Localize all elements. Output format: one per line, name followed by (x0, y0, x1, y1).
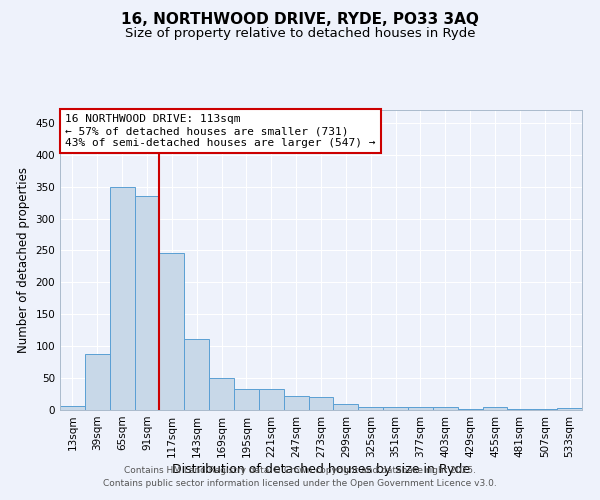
Bar (334, 404, 358, 410)
Bar (85, 354, 110, 410)
Bar (209, 378, 234, 410)
Bar (358, 407, 383, 410)
Bar (308, 396, 334, 410)
Bar (284, 396, 308, 410)
Text: Size of property relative to detached houses in Ryde: Size of property relative to detached ho… (125, 28, 475, 40)
Bar (160, 253, 184, 410)
Bar (259, 389, 284, 410)
Bar (383, 408, 408, 410)
Bar (482, 408, 508, 410)
Bar (110, 187, 134, 410)
X-axis label: Distribution of detached houses by size in Ryde: Distribution of detached houses by size … (172, 462, 470, 475)
Text: 16, NORTHWOOD DRIVE, RYDE, PO33 3AQ: 16, NORTHWOOD DRIVE, RYDE, PO33 3AQ (121, 12, 479, 28)
Bar (234, 389, 259, 410)
Bar (134, 196, 160, 410)
Bar (557, 408, 582, 410)
Bar (184, 338, 209, 410)
Bar (408, 408, 433, 410)
Text: 16 NORTHWOOD DRIVE: 113sqm
← 57% of detached houses are smaller (731)
43% of sem: 16 NORTHWOOD DRIVE: 113sqm ← 57% of deta… (65, 114, 376, 148)
Bar (60, 406, 85, 410)
Text: Contains HM Land Registry data © Crown copyright and database right 2025.
Contai: Contains HM Land Registry data © Crown c… (103, 466, 497, 487)
Bar (433, 408, 458, 410)
Y-axis label: Number of detached properties: Number of detached properties (17, 167, 30, 353)
